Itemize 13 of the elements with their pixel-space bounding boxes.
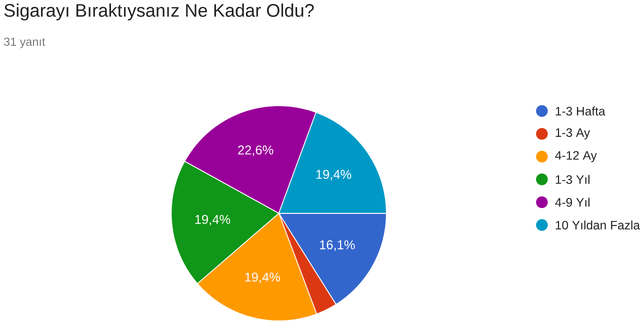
data-label: 19,4% — [195, 214, 230, 226]
legend-label: 4-9 Yıl — [555, 198, 590, 207]
legend-label: 10 Yıldan Fazla — [556, 220, 640, 230]
legend-label: 1-3 Ay — [556, 128, 590, 140]
data-label: 16,1% — [320, 240, 355, 251]
text: 31 yanıt — [4, 37, 46, 48]
data-label: 19,4% — [316, 170, 352, 180]
legend-label: 1-3 Hafta — [556, 106, 606, 116]
data-label: 19,4% — [245, 272, 280, 284]
legend-label: 4-12 Ay — [555, 150, 597, 162]
legend-label: 1-3 Yıl — [556, 174, 590, 184]
chart-title: Sigarayı Bıraktıysanız Ne Kadar Oldu? — [4, 3, 314, 20]
data-label: 22,6% — [238, 145, 274, 156]
